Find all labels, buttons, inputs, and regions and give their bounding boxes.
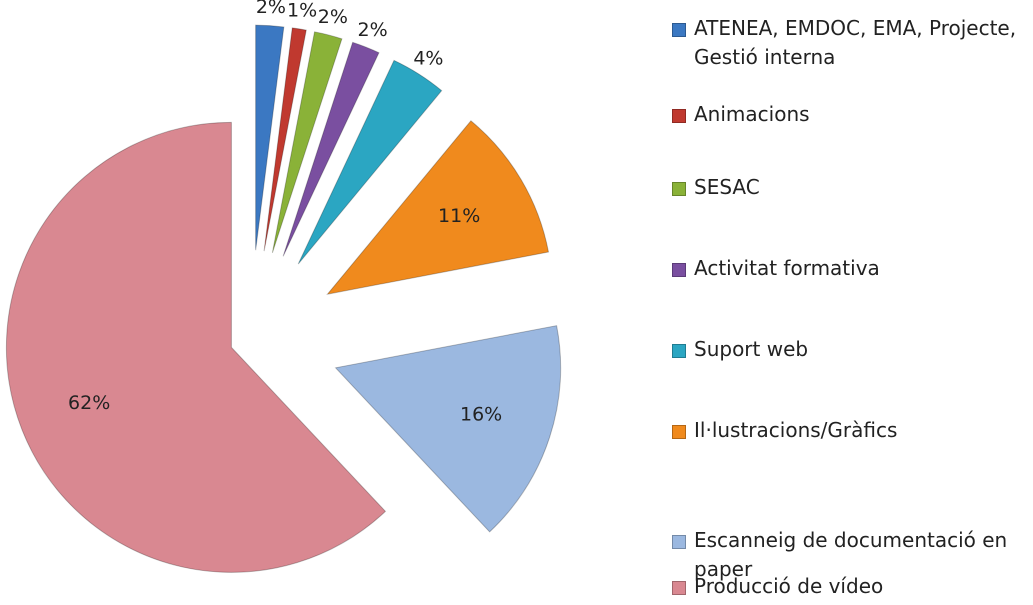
pie-slice [334, 325, 562, 533]
pie-slice [282, 41, 380, 257]
legend-item: Activitat formativa [672, 254, 1022, 283]
data-label: 2% [318, 6, 348, 28]
legend-item: Il·lustracions/Gràfics [672, 416, 1022, 445]
legend-label: ATENEA, EMDOC, EMA, Projecte, Gestió int… [694, 16, 1017, 69]
legend-label: Il·lustracions/Gràfics [694, 418, 898, 442]
pie-slice [263, 27, 307, 252]
data-label: 11% [438, 205, 480, 227]
pie-slice [297, 59, 443, 265]
legend-swatch [672, 425, 686, 439]
legend-item: SESAC [672, 173, 1022, 202]
pie-slice [255, 24, 285, 251]
data-label: 4% [413, 47, 443, 69]
data-label: 62% [68, 392, 110, 414]
legend-swatch [672, 23, 686, 37]
legend-label: Activitat formativa [694, 256, 880, 280]
pie-slice [271, 31, 343, 253]
legend-swatch [672, 344, 686, 358]
legend-label: Producció de vídeo [694, 574, 884, 598]
data-label: 16% [460, 404, 502, 426]
legend-label: SESAC [694, 175, 760, 199]
legend-swatch [672, 535, 686, 549]
data-label: 1% [287, 0, 317, 22]
legend-label: Animacions [694, 102, 810, 126]
legend-swatch [672, 263, 686, 277]
legend-swatch [672, 581, 686, 595]
legend-item: ATENEA, EMDOC, EMA, Projecte, Gestió int… [672, 14, 1022, 72]
pie-slice [5, 121, 387, 573]
legend-item: Suport web [672, 335, 1022, 364]
legend-item: Producció de vídeo [672, 572, 1022, 601]
legend-item: Animacions [672, 100, 1022, 129]
pie-slice [326, 120, 550, 295]
legend-label: Suport web [694, 337, 809, 361]
pie-area: 2% 1% 2%2%4%11%16%62% [5, 0, 562, 573]
legend-swatch [672, 182, 686, 196]
legend-label: Escanneig de documentació en paper [694, 528, 1008, 581]
data-label: 2% [256, 0, 286, 18]
legend-swatch [672, 109, 686, 123]
legend-item: Escanneig de documentació en paper [672, 526, 1022, 584]
data-label: 2% [358, 19, 388, 41]
